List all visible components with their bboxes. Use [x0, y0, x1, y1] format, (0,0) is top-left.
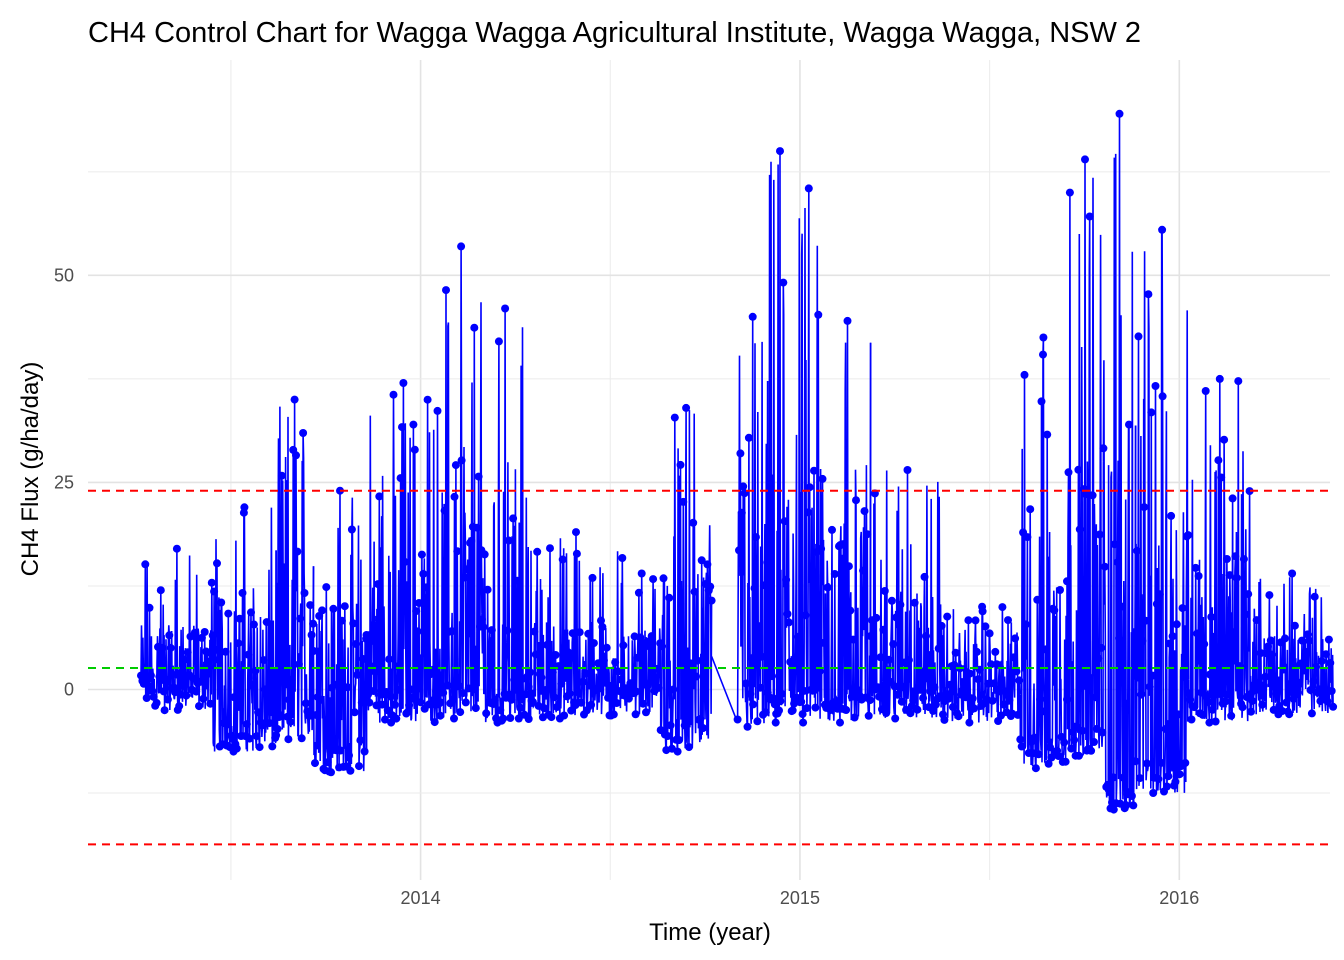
- series-line: [1187, 378, 1252, 723]
- gap-connector-line: [710, 656, 739, 723]
- series-segment: [1016, 333, 1071, 773]
- y-axis-title: CH4 Flux (g/ha/day): [17, 362, 44, 577]
- series-line: [824, 320, 872, 723]
- series-line: [140, 548, 214, 711]
- series-line: [1250, 573, 1334, 715]
- series-segment: [820, 316, 875, 727]
- series-segment: [272, 395, 318, 744]
- y-axis-ticks: 0 25 50: [54, 265, 74, 699]
- series-segment: [436, 242, 486, 723]
- y-tick-label: 0: [64, 679, 74, 699]
- series-segment: [619, 569, 665, 719]
- series-segment: [362, 379, 445, 751]
- series-segment: [1131, 225, 1193, 797]
- series-segment: [477, 304, 533, 727]
- series-segment: [940, 602, 1024, 727]
- series-line: [1102, 113, 1137, 810]
- series-segment: [309, 486, 371, 777]
- series-line: [766, 151, 794, 723]
- series-ch4-flux: [137, 109, 1338, 814]
- x-tick-label: 2016: [1159, 888, 1199, 908]
- series-segment: [733, 312, 772, 731]
- series-segment: [137, 544, 216, 715]
- series-segment: [1184, 374, 1255, 727]
- series-line: [943, 606, 1022, 723]
- series-line: [211, 507, 277, 752]
- series-segment: [1099, 109, 1139, 814]
- series-line: [791, 188, 826, 723]
- series-segment: [763, 147, 796, 727]
- series-line: [1019, 337, 1068, 769]
- series-line: [481, 308, 530, 724]
- series-line: [365, 382, 442, 751]
- x-axis-ticks: 2014 2015 2016: [401, 888, 1200, 908]
- series-line: [736, 316, 769, 727]
- series-segment: [1247, 569, 1338, 719]
- series-segment: [656, 403, 716, 756]
- series-line: [659, 407, 713, 753]
- series-line: [275, 399, 315, 740]
- chart-title: CH4 Control Chart for Wagga Wagga Agricu…: [88, 17, 1141, 49]
- series-line: [1134, 229, 1190, 794]
- series-segment: [1063, 155, 1107, 760]
- series-line: [527, 532, 625, 719]
- series-segment: [524, 528, 627, 723]
- x-tick-label: 2015: [780, 888, 820, 908]
- series-segment: [866, 342, 949, 723]
- series-line: [622, 573, 662, 715]
- series-line: [869, 342, 946, 719]
- series-segment: [788, 184, 828, 727]
- y-tick-label: 50: [54, 265, 74, 285]
- y-tick-label: 25: [54, 472, 74, 492]
- reference-lines: [88, 489, 1330, 846]
- x-axis-title: Time (year): [649, 919, 771, 946]
- series-line: [439, 246, 483, 719]
- series-line: [1066, 159, 1105, 758]
- series-line: [312, 490, 368, 773]
- x-tick-label: 2014: [401, 888, 441, 908]
- series-segment: [208, 503, 280, 756]
